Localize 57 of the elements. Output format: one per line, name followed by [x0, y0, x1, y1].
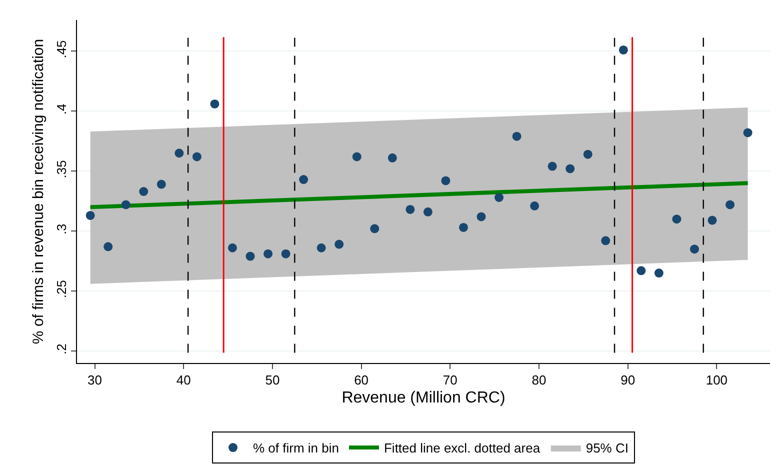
y-tick-label: .3	[54, 224, 69, 235]
point	[654, 268, 664, 278]
point	[441, 176, 450, 186]
point	[370, 224, 380, 234]
point	[174, 148, 184, 158]
point	[566, 164, 575, 174]
point	[210, 99, 220, 108]
point	[281, 249, 290, 258]
point	[726, 200, 735, 210]
y-tick-label: .25	[54, 280, 69, 298]
x-axis-title: Revenue (Million CRC)	[342, 389, 506, 406]
point	[690, 244, 699, 254]
x-tick-label: 60	[354, 372, 369, 388]
y-axis-title: % of firms in revenue bin receiving notification	[30, 38, 48, 344]
legend-label: Fitted line excl. dotted area	[384, 440, 541, 456]
point	[264, 249, 273, 258]
point	[352, 152, 362, 162]
point	[121, 200, 130, 210]
point	[246, 252, 255, 261]
x-tick-label: 100	[706, 372, 728, 388]
point	[334, 240, 344, 249]
point	[743, 128, 752, 138]
x-tick-label: 40	[176, 372, 191, 388]
point	[672, 214, 682, 224]
point	[299, 175, 308, 184]
point	[512, 132, 522, 141]
point	[86, 210, 95, 220]
y-tick-label: .35	[54, 160, 69, 178]
point	[636, 266, 646, 276]
y-tick-label: .2	[54, 344, 69, 354]
point	[708, 216, 717, 225]
point	[601, 236, 610, 246]
point	[476, 212, 486, 222]
legend-label: % of firm in bin	[253, 440, 339, 456]
y-tick-label: .45	[54, 40, 69, 58]
text: 95% CI	[586, 440, 628, 456]
point	[192, 152, 202, 162]
x-tick-label: 50	[265, 372, 280, 388]
point	[388, 153, 397, 162]
point	[530, 201, 540, 210]
x-tick-label: 70	[442, 372, 458, 388]
point	[548, 162, 557, 171]
point	[156, 180, 166, 189]
point	[104, 242, 113, 252]
point	[139, 187, 148, 196]
point	[228, 243, 237, 252]
x-tick-label: 30	[88, 372, 102, 388]
point	[458, 222, 468, 232]
point	[618, 45, 628, 54]
point	[406, 204, 415, 214]
x-tick-label: 80	[532, 372, 546, 388]
y-tick-label: .4	[54, 104, 69, 115]
point	[316, 243, 326, 252]
x-tick-label: 90	[620, 372, 636, 388]
point	[494, 193, 504, 202]
point	[583, 150, 592, 159]
point	[423, 207, 432, 216]
